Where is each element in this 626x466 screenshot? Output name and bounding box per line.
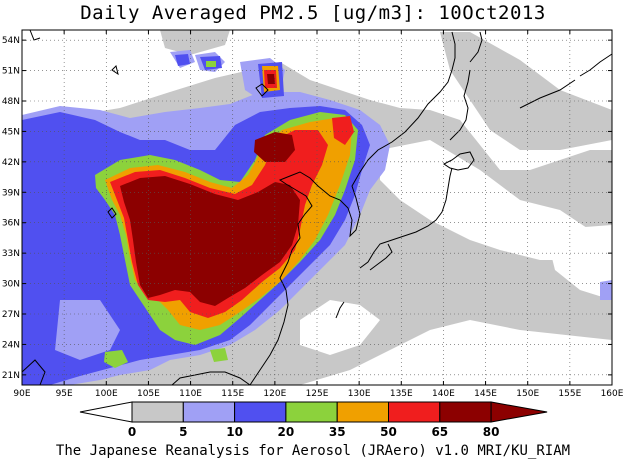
y-tick-label: 36N (2, 219, 20, 229)
colorbar-box (234, 401, 287, 423)
colorbar-label: 35 (329, 425, 346, 439)
x-tick-label: 160E (601, 389, 624, 399)
colorbar: 0 5 10 20 35 50 65 80 (79, 401, 548, 439)
x-tick-label: 105E (137, 389, 160, 399)
y-tick-label: 30N (2, 280, 20, 290)
y-tick-label: 54N (2, 36, 20, 46)
colorbar-label: 0 (128, 425, 136, 439)
colorbar-box (182, 401, 236, 423)
map-title: Daily Averaged PM2.5 [ug/m3]: 10Oct2013 (80, 2, 546, 24)
x-tick-label: 140E (432, 389, 455, 399)
colorbar-arrow-high (490, 401, 548, 423)
x-tick-label: 130E (348, 389, 371, 399)
x-tick-label: 100E (95, 389, 118, 399)
colorbar-label: 20 (278, 425, 295, 439)
axis-ticks: 90E 95E 100E 105E 110E 115E 120E 125E 130E 135E 14… (2, 30, 624, 399)
x-tick-label: 145E (474, 389, 497, 399)
x-tick-label: 90E (13, 389, 30, 399)
colorbar-label: 80 (483, 425, 500, 439)
colorbar-box (336, 401, 390, 423)
y-tick-label: 39N (2, 188, 20, 198)
colorbar-label: 50 (380, 425, 397, 439)
y-tick-label: 51N (2, 67, 20, 77)
colorbar-label: 65 (431, 425, 448, 439)
x-tick-label: 115E (221, 389, 244, 399)
coastline (21, 29, 613, 386)
footer-credit: The Japanese Reanalysis for Aerosol (JRA… (55, 443, 571, 459)
x-tick-label: 155E (558, 389, 581, 399)
colorbar-box (388, 401, 441, 423)
pm25-field (22, 30, 612, 385)
y-tick-label: 21N (2, 371, 20, 381)
colorbar-box (131, 401, 184, 423)
colorbar-arrow-low (79, 401, 133, 423)
colorbar-box (285, 401, 338, 423)
y-tick-label: 27N (2, 310, 20, 320)
x-tick-label: 150E (516, 389, 539, 399)
y-tick-label: 42N (2, 158, 20, 168)
x-tick-label: 125E (306, 389, 329, 399)
colorbar-label: 10 (226, 425, 243, 439)
x-tick-label: 95E (56, 389, 73, 399)
colorbar-label: 5 (179, 425, 187, 439)
y-tick-label: 24N (2, 340, 20, 350)
x-tick-label: 135E (390, 389, 413, 399)
y-tick-label: 33N (2, 249, 20, 259)
x-tick-label: 110E (179, 389, 202, 399)
y-tick-label: 45N (2, 127, 20, 137)
colorbar-box (439, 401, 492, 423)
x-tick-label: 120E (263, 389, 286, 399)
y-tick-label: 48N (2, 97, 20, 107)
